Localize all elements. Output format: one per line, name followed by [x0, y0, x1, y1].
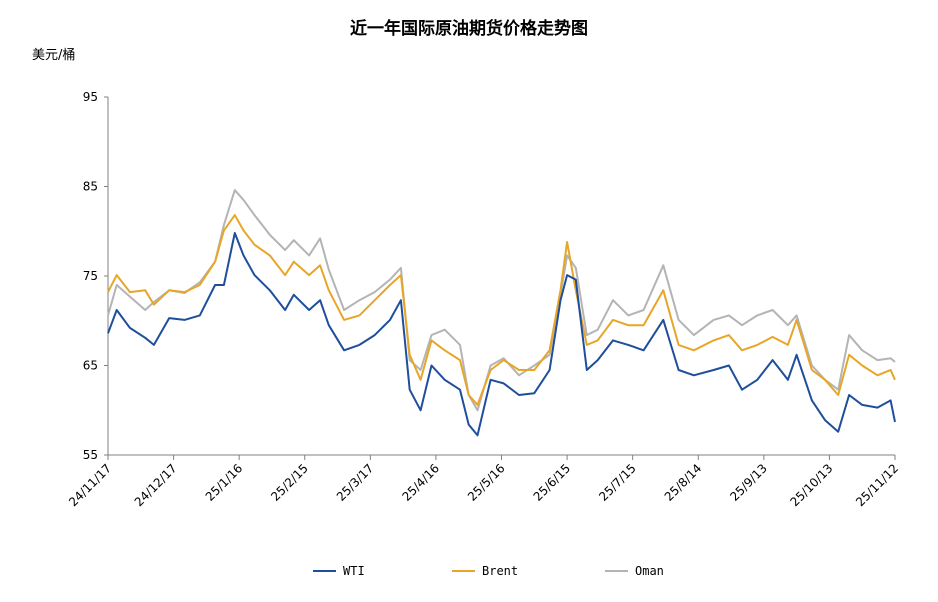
legend-label-wti: WTI: [343, 564, 365, 578]
y-tick-label: 55: [83, 448, 98, 462]
y-tick-label: 75: [83, 269, 98, 283]
x-tick-label: 24/12/17: [132, 461, 180, 509]
y-tick-label: 85: [83, 180, 98, 194]
legend-label-brent: Brent: [482, 564, 518, 578]
x-tick-label: 25/2/15: [268, 461, 311, 504]
x-tick-label: 25/5/16: [465, 461, 508, 504]
legend-label-oman: Oman: [635, 564, 664, 578]
x-tick-label: 25/10/13: [788, 461, 836, 509]
x-tick-label: 25/6/15: [531, 461, 574, 504]
x-tick-label: 25/4/16: [399, 461, 442, 504]
y-axis-unit-label: 美元/桶: [32, 48, 76, 63]
series-line-oman: [107, 189, 896, 412]
x-tick-label: 25/1/16: [203, 461, 246, 504]
x-tick-label: 25/9/13: [727, 461, 770, 504]
y-tick-label: 65: [83, 359, 98, 373]
x-tick-label: 25/7/15: [596, 461, 639, 504]
x-tick-label: 24/11/17: [66, 461, 114, 509]
x-tick-label: 25/11/12: [853, 461, 901, 509]
x-tick-label: 25/8/14: [662, 461, 705, 504]
chart-title: 近一年国际原油期货价格走势图: [350, 19, 588, 39]
y-tick-label: 95: [83, 90, 98, 104]
series-line-wti: [107, 232, 896, 437]
x-tick-label: 25/3/17: [334, 461, 377, 504]
series-line-brent: [107, 214, 896, 406]
